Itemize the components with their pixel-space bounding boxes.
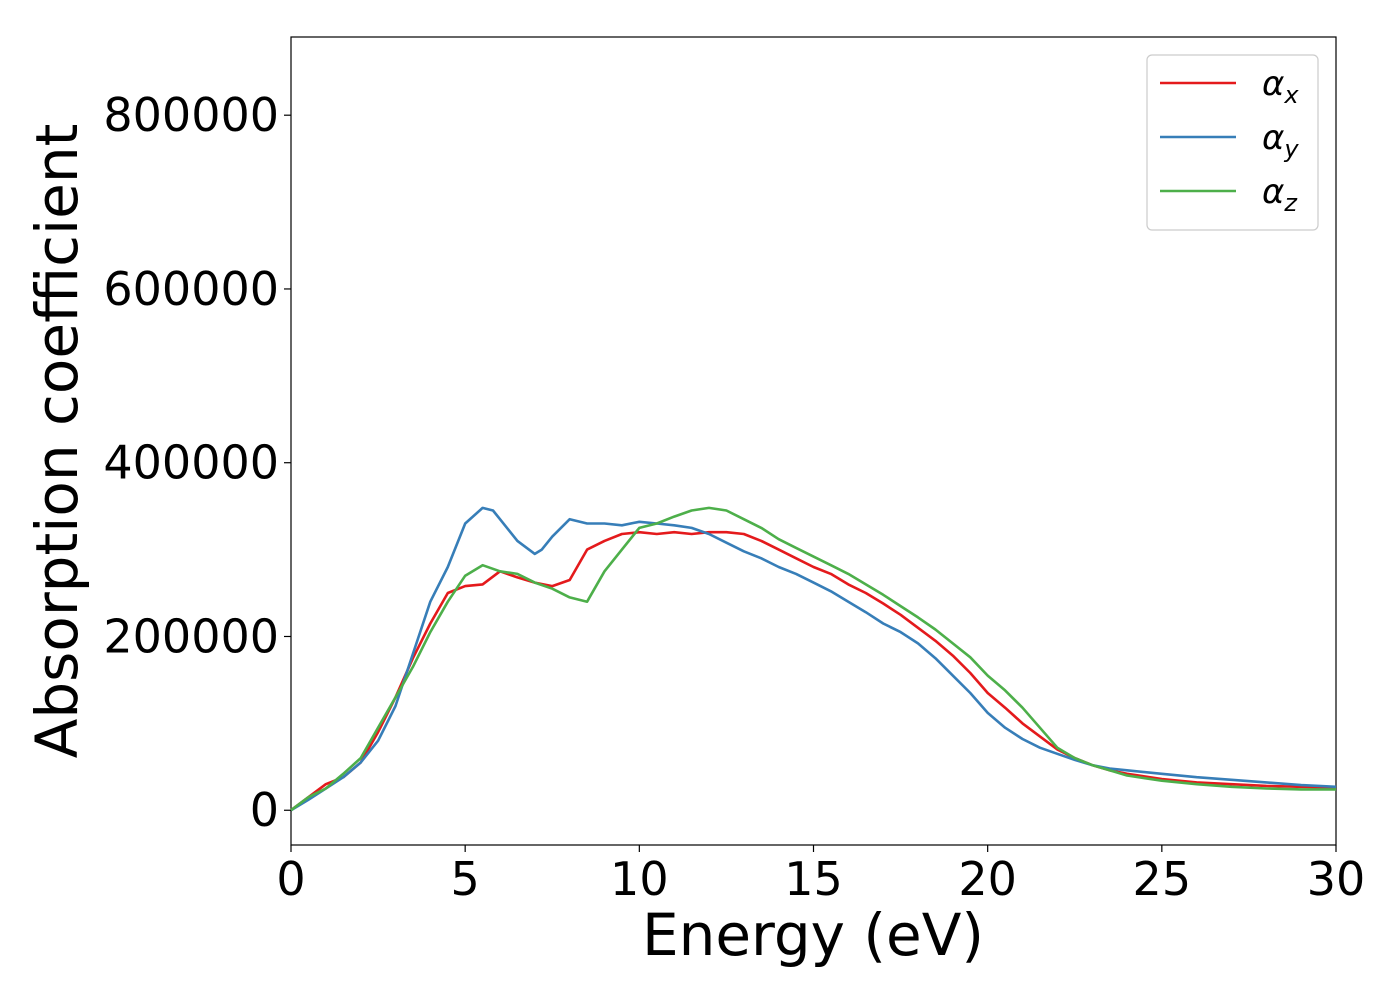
x-tick-label: 30 [1307, 852, 1366, 906]
x-axis-title: Energy (eV) [642, 901, 984, 969]
y-tick-label: 800000 [103, 88, 279, 142]
series-line-y [290, 506, 1337, 812]
series-line-z [290, 506, 1336, 812]
x-tick-label: 10 [610, 852, 669, 906]
y-tick-label: 400000 [103, 436, 279, 490]
y-tick-label: 200000 [103, 609, 279, 663]
y-axis-ticks: 0 200000 400000 600000 800000 [103, 88, 291, 837]
series-line-x [290, 530, 1337, 812]
x-tick-label: 0 [276, 852, 305, 906]
y-tick-label: 0 [250, 783, 279, 837]
x-tick-label: 25 [1133, 852, 1192, 906]
x-axis-ticks: 0 5 10 15 20 25 30 [276, 845, 1365, 906]
y-tick-label: 600000 [103, 262, 279, 316]
x-tick-label: 15 [784, 852, 843, 906]
x-tick-label: 5 [451, 852, 480, 906]
legend-box [1146, 54, 1319, 231]
y-axis-title: Absorption coefficient [23, 124, 91, 759]
x-tick-label: 20 [958, 852, 1017, 906]
series-layer [290, 506, 1337, 812]
